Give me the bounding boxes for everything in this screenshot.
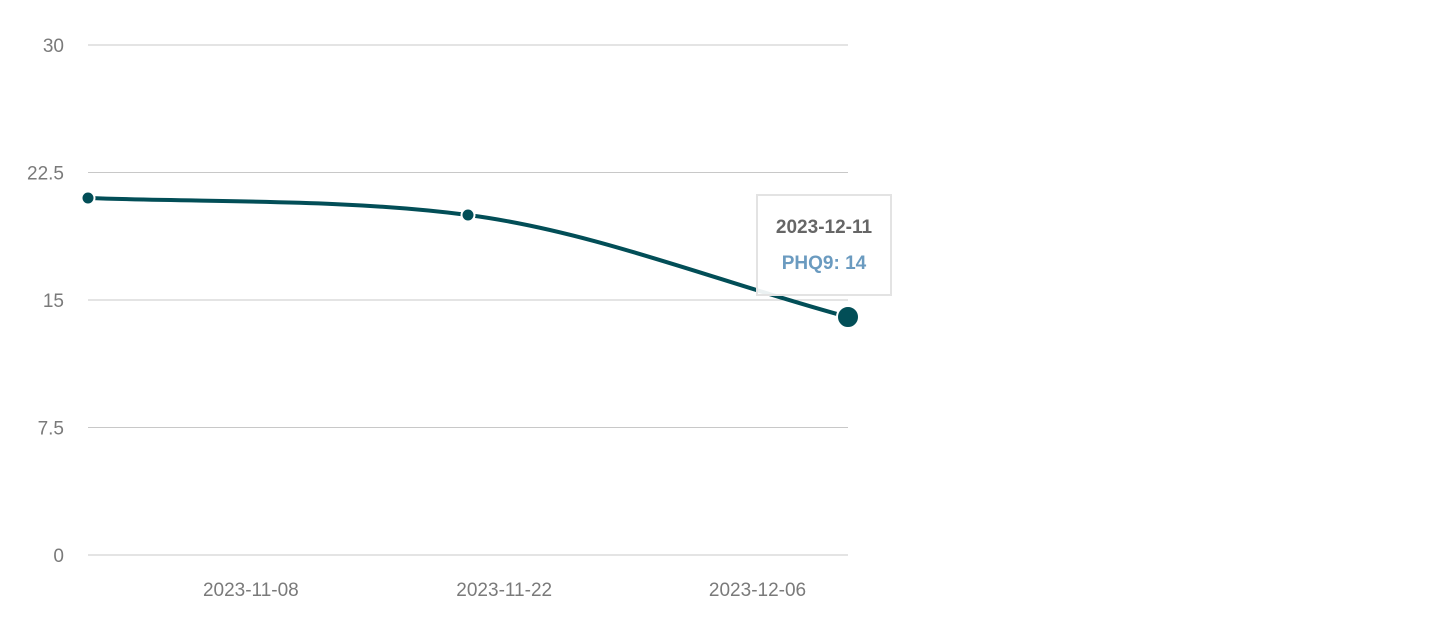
y-axis-ticks: 0 7.5 15 22.5 30 [27,36,64,567]
data-point-active[interactable] [836,305,860,329]
data-point[interactable] [80,190,96,206]
tooltip-date: 2023-12-11 [775,217,873,238]
data-point[interactable] [460,207,476,223]
x-tick-label: 2023-11-08 [203,580,299,601]
grid-lines [88,44,848,556]
y-tick-label: 7.5 [38,419,64,440]
data-points [80,190,860,329]
y-tick-label: 15 [43,291,64,312]
x-axis-ticks: 2023-11-08 2023-11-22 2023-12-06 [203,580,806,601]
chart-tooltip: 2023-12-11 PHQ9: 14 [756,194,892,296]
tooltip-series-value: PHQ9: 14 [781,253,867,274]
y-tick-label: 22.5 [27,164,64,185]
x-tick-label: 2023-11-22 [456,580,552,601]
y-tick-label: 30 [43,36,64,57]
x-tick-label: 2023-12-06 [709,580,806,601]
y-tick-label: 0 [53,546,64,567]
